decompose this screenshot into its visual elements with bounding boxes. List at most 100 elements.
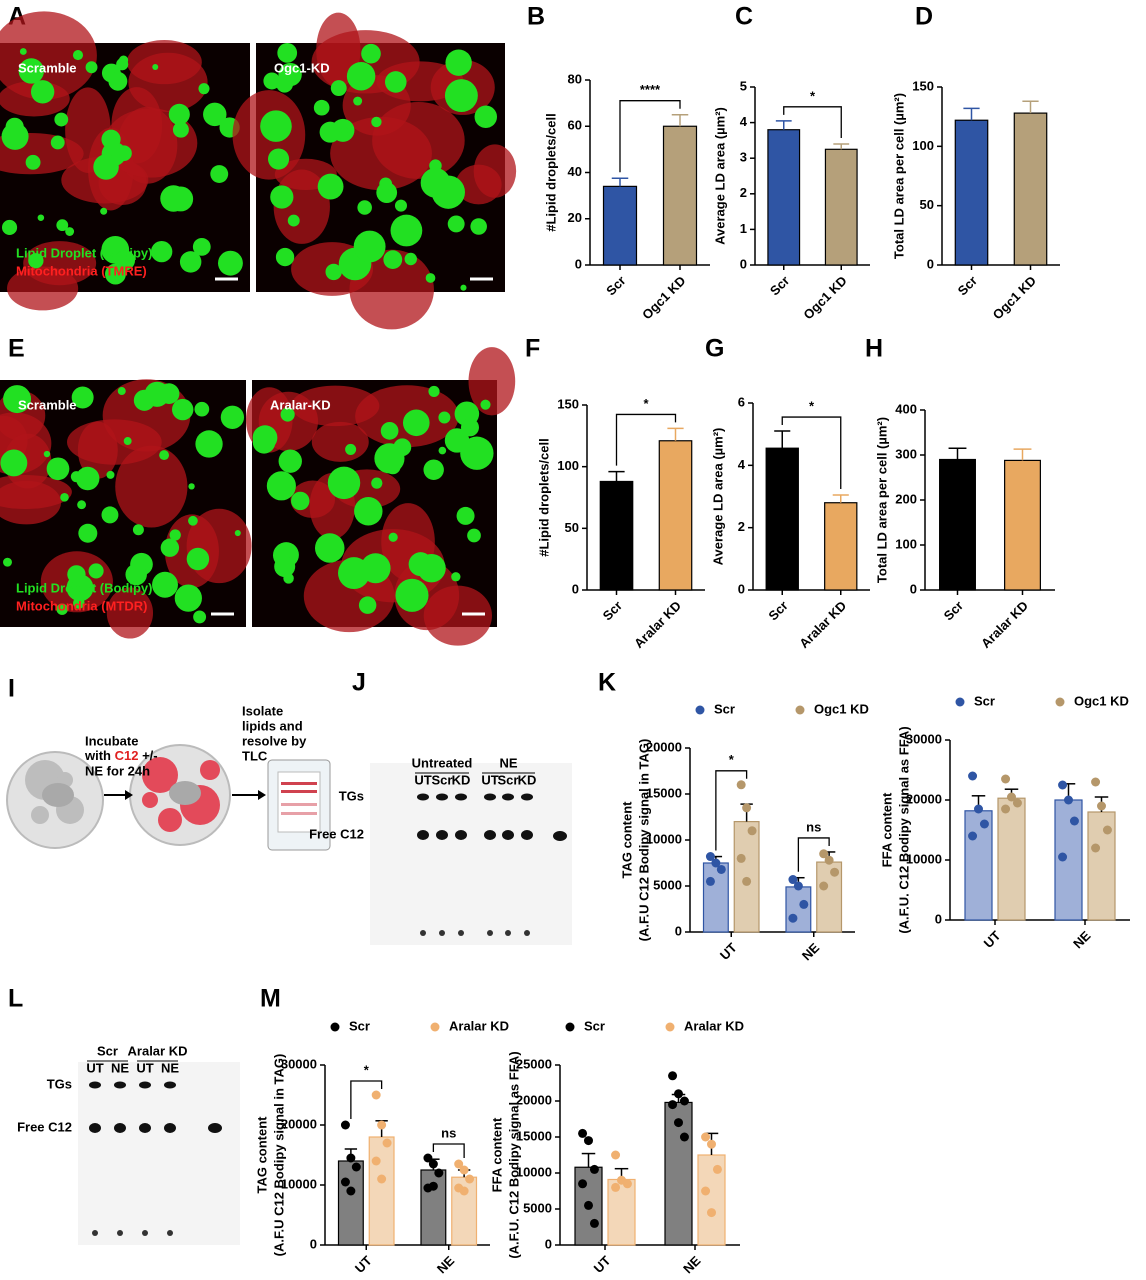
data-point: [679, 1132, 689, 1142]
lipid: [142, 792, 158, 808]
y-tick-label: 1: [740, 221, 747, 236]
group-label: NE: [499, 755, 517, 770]
bar: [824, 502, 858, 591]
y-tick-label: 0: [675, 923, 682, 938]
image-legend: Mitochondria (TMRE): [16, 263, 147, 278]
x-tick-label: Aralar KD: [631, 598, 684, 651]
significance: *: [810, 88, 816, 103]
lipid-droplet: [394, 199, 407, 212]
lipid-droplet: [330, 80, 347, 97]
lipid-droplet: [270, 185, 294, 209]
data-point: [428, 1181, 438, 1191]
y-tick-label: 100: [557, 458, 579, 473]
lipid-droplet: [195, 430, 223, 458]
data-point: [459, 1165, 469, 1175]
data-point: [793, 881, 803, 891]
lipid-droplet: [260, 110, 292, 142]
data-point: [668, 1100, 678, 1110]
legend-marker: [795, 705, 805, 715]
data-point: [346, 1153, 356, 1163]
lipid-droplet: [105, 263, 126, 285]
lipid-droplet: [152, 63, 159, 71]
mitochondria: [468, 347, 516, 416]
data-point: [465, 1174, 475, 1184]
y-tick-label: 3: [740, 150, 747, 165]
y-axis-label: #Lipid droplets/cell: [543, 113, 558, 231]
lipid-droplet: [277, 43, 298, 63]
lane-label: UT: [414, 772, 431, 787]
significance-bracket: [432, 1143, 465, 1158]
y-tick-label: 25000: [516, 1056, 552, 1071]
image-legend: Lipid Droplet (Bodipy): [16, 245, 152, 260]
x-tick-label: Ogc1 KD: [639, 273, 688, 322]
arrow-head: [258, 790, 266, 800]
data-point: [377, 1174, 387, 1184]
mitochondria: [65, 87, 111, 173]
bar: [1013, 112, 1048, 266]
lipid-droplet: [54, 112, 69, 127]
lipid-droplet: [340, 126, 349, 135]
y-axis-label: (A.F.U. C12 Bodipy signal as FFA): [506, 1051, 521, 1258]
lipid-droplet: [203, 102, 227, 127]
data-point: [701, 1186, 711, 1196]
schematic-text: NE for 24h: [85, 763, 150, 778]
x-tick-label: Scr: [941, 598, 966, 623]
schematic-text: with: [84, 748, 115, 763]
lipid-droplet: [43, 450, 51, 458]
lipid-droplet: [169, 529, 181, 541]
tlc-spot: [417, 830, 429, 840]
lipid-droplet: [117, 387, 126, 396]
data-point: [1007, 792, 1016, 802]
lipid-droplet: [179, 251, 202, 273]
lipid-droplet: [379, 177, 393, 191]
data-point: [974, 804, 983, 814]
y-tick-label: 0: [545, 1236, 552, 1251]
y-tick-label: 0: [935, 911, 942, 926]
panel-letter: J: [352, 669, 366, 697]
lipid-droplet: [384, 71, 407, 93]
significance: *: [364, 1062, 370, 1077]
y-tick-label: 150: [557, 396, 579, 411]
tlc-spot: [439, 930, 445, 936]
lipid-droplet: [451, 572, 461, 582]
panel-letter: L: [8, 985, 23, 1013]
data-point: [736, 853, 746, 863]
lipid-droplet: [172, 121, 189, 138]
tlc-spot: [417, 793, 429, 801]
tlc-image: [370, 763, 572, 945]
x-tick-label: UT: [717, 940, 740, 963]
tlc-spot: [142, 1230, 148, 1236]
lipid-droplet: [444, 428, 470, 453]
panel-letter: F: [525, 335, 540, 363]
tlc-spot: [458, 930, 464, 936]
lipid-droplet: [100, 207, 108, 215]
bar: [368, 1136, 395, 1246]
lipid-droplet: [75, 466, 100, 491]
legend-label: Aralar KD: [449, 1018, 509, 1033]
lipid-droplet: [188, 483, 195, 490]
data-point: [707, 1139, 716, 1149]
lipid-droplet: [19, 48, 27, 55]
schematic-text: +/-: [138, 748, 157, 763]
lipid-droplet: [388, 532, 398, 542]
legend-label: Scr: [714, 701, 735, 716]
lipid-droplet: [217, 250, 243, 276]
nucleus: [42, 783, 74, 807]
data-point: [979, 819, 989, 829]
lipid-droplet: [338, 557, 370, 590]
data-point: [371, 1090, 381, 1100]
y-tick-label: 150: [912, 78, 934, 93]
panel-letter: M: [260, 985, 281, 1013]
lipid-droplet: [371, 477, 383, 489]
tlc-spot: [436, 793, 448, 801]
significance-bracket: [350, 1080, 383, 1119]
group-label: Untreated: [412, 755, 473, 770]
lane-label: NE: [111, 1060, 129, 1075]
tlc-spot: [505, 930, 511, 936]
y-tick-label: 100: [895, 536, 917, 551]
data-point: [1001, 804, 1011, 814]
data-point: [705, 852, 715, 862]
y-axis-label: TAG content: [254, 1116, 269, 1194]
lipid-droplet: [88, 563, 104, 579]
x-tick-label: UT: [591, 1253, 614, 1276]
